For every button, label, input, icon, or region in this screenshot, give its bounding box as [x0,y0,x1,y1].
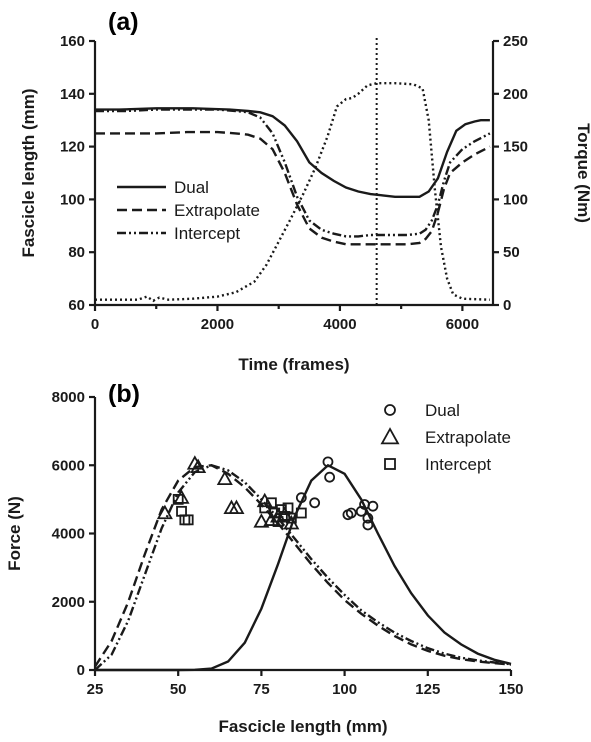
a-y-tick-label: 80 [68,244,85,261]
b-x-tick-label: 100 [332,681,357,698]
b-point-extrapolate [253,513,270,528]
a-y2-tick-label: 0 [503,297,511,314]
b-point-dual [362,519,374,531]
b-x-tick-label: 150 [498,681,523,698]
b-point-dual [309,497,321,509]
b-x-tick-label: 125 [415,681,440,698]
b-x-tick-label: 50 [170,681,187,698]
b-point-intercept [282,502,294,514]
b-y-tick-label: 0 [77,662,85,679]
a-legend: Dual Extrapolate Intercept [117,178,260,243]
b-point-intercept [172,493,184,505]
a-y-axis-title: Fascicle length (mm) [19,88,38,257]
a-x-axis-title: Time (frames) [238,355,349,374]
b-point-intercept [295,507,307,519]
b-point-dual [322,456,334,468]
a-y2-tick-label: 150 [503,139,528,156]
b-legend-label: Extrapolate [425,428,511,447]
b-fit-curve-extrapolate [93,464,512,668]
b-point-intercept [265,497,277,509]
b-point-extrapolate [190,458,207,474]
b-point-dual [355,505,367,517]
b-legend-marker-extrapolate [380,427,400,445]
panel-b: 25 50 75 100 125 150 0 2000 4000 6000 8000 Fascicle… [5,380,524,736]
b-point-extrapolate [186,455,203,470]
a-y-tick-label: 140 [60,86,85,103]
a-y2-tick-label: 250 [503,33,528,50]
b-x-axis-title: Fascicle length (mm) [218,717,387,736]
b-y-tick-label: 4000 [52,526,85,543]
panel-a: 0 2000 4000 6000 60 80 100 120 140 160 0 50 100 150 20… [19,8,591,374]
b-fit-curve-dual [95,463,512,672]
a-y2-axis-title: Torque (Nm) [574,123,591,223]
b-point-dual [367,500,379,512]
a-y-tick-label: 60 [68,297,85,314]
b-point-extrapolate [263,511,280,526]
a-y2-tick-label: 50 [503,244,520,261]
b-panel-label: (b) [108,380,140,408]
a-y2-tick-label: 200 [503,86,528,103]
b-point-extrapolate [156,504,173,520]
b-point-extrapolate [173,489,190,504]
b-legend-label: Intercept [425,455,491,474]
a-y2-tick-label: 100 [503,191,528,208]
a-legend-label: Extrapolate [174,201,260,220]
b-point-extrapolate [228,499,245,515]
a-panel-label: (a) [108,8,139,36]
b-y-tick-label: 8000 [52,389,85,406]
a-x-tick-label: 6000 [446,316,479,333]
b-point-extrapolate [216,470,233,486]
b-legend-label: Dual [425,401,460,420]
a-y-tick-label: 160 [60,33,85,50]
a-x-tick-label: 4000 [323,316,356,333]
b-point-dual [362,512,374,524]
b-legend-marker-intercept [384,458,396,470]
b-y-tick-label: 6000 [52,457,85,474]
b-point-intercept [182,514,194,526]
a-series-line-extrapolate [95,130,491,246]
a-y-tick-label: 120 [60,139,85,156]
b-legend: Dual Extrapolate Intercept [380,401,511,474]
a-x-tick-label: 2000 [201,316,234,333]
b-point-dual [295,492,307,504]
b-x-tick-label: 25 [87,681,104,698]
a-series-line-dual [95,107,490,198]
b-point-intercept [275,504,287,516]
a-series-line-torque [95,82,490,303]
a-x-tick-label: 0 [91,316,99,333]
b-point-dual [324,471,336,483]
b-point-extrapolate [256,492,273,508]
a-legend-label: Dual [174,178,209,197]
a-series-line-intercept [95,108,491,238]
b-point-dual [345,507,357,519]
b-point-intercept [285,512,297,524]
a-legend-label: Intercept [174,224,240,243]
a-y-tick-label: 100 [60,191,85,208]
b-y-tick-label: 2000 [52,594,85,611]
b-y-axis-title: Force (N) [5,496,24,571]
b-legend-marker-dual [384,404,396,416]
b-x-tick-label: 75 [253,681,270,698]
